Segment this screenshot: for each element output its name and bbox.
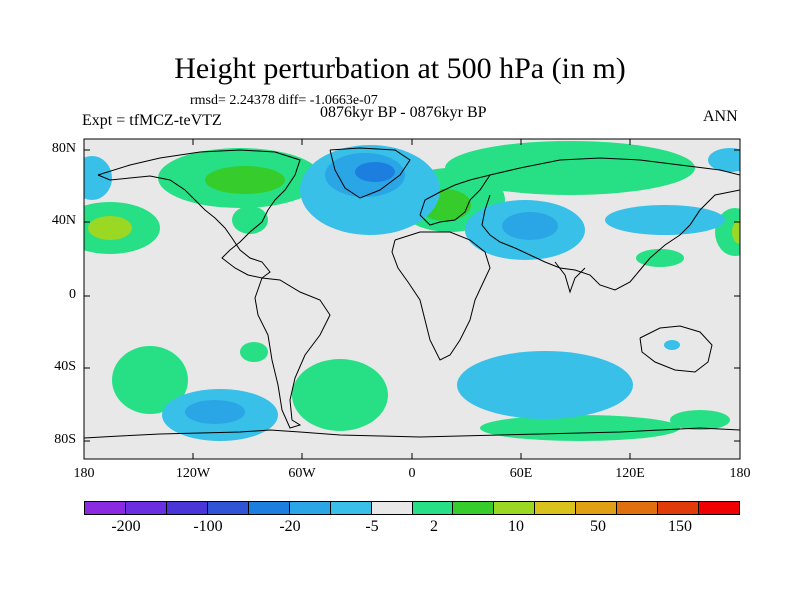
lon-label-120w: 120W xyxy=(175,466,211,481)
negative-anomaly-indian-ocean xyxy=(457,351,633,419)
positive-anomaly-na-south xyxy=(232,206,268,234)
coast-greenland xyxy=(329,147,411,199)
colorbar-segment-9 xyxy=(453,502,495,514)
coast-europe xyxy=(419,174,492,226)
coast-india xyxy=(554,261,586,294)
lon-label-60e: 60E xyxy=(509,466,533,481)
colorbar-label: 10 xyxy=(508,518,524,535)
negative-anomaly-sp-core xyxy=(185,400,245,424)
lon-label-180-west: 180 xyxy=(73,466,95,481)
colorbar-label: 2 xyxy=(430,518,438,535)
coastlines xyxy=(84,147,740,439)
coast-north-america xyxy=(97,149,301,279)
axis-ticks xyxy=(84,139,740,459)
colorbar-label: -20 xyxy=(279,518,301,535)
coast-asia xyxy=(481,157,740,291)
colorbar-segment-2 xyxy=(166,502,208,514)
lon-label-120e: 120E xyxy=(615,466,645,481)
lat-label-0: 0 xyxy=(69,287,76,302)
lat-label-40n: 40N xyxy=(51,213,76,228)
colorbar-segment-10 xyxy=(494,502,536,514)
colorbar-label: 50 xyxy=(590,518,606,535)
colorbar-segment-11 xyxy=(535,502,577,514)
colorbar-segment-0 xyxy=(85,502,126,514)
colorbar-segment-6 xyxy=(330,502,372,514)
map-title: Height perturbation at 500 hPa (in m) xyxy=(174,52,626,85)
lon-label-0: 0 xyxy=(408,466,416,481)
colorbar-label: -200 xyxy=(111,518,141,535)
lat-label-80s: 80S xyxy=(54,432,76,447)
colorbar xyxy=(84,501,740,515)
colorbar-segment-4 xyxy=(248,502,290,514)
coast-south-america xyxy=(254,277,331,429)
colorbar-label: -5 xyxy=(365,518,379,535)
colorbar-segment-12 xyxy=(576,502,618,514)
positive-anomaly-dateline-core xyxy=(88,216,132,240)
lat-label-80n: 80N xyxy=(51,141,76,156)
positive-anomaly-dateline-core-east xyxy=(732,220,740,244)
season-label: ANN xyxy=(703,108,738,125)
lat-label-40s: 40S xyxy=(54,359,76,374)
lon-label-180-east: 180 xyxy=(729,466,751,481)
stats-text: rmsd= 2.24378 diff= -1.0663e-07 xyxy=(190,93,378,108)
positive-anomaly-southern-ocean xyxy=(480,415,680,441)
colorbar-label: -100 xyxy=(193,518,223,535)
experiment-label: Expt = tfMCZ-teVTZ xyxy=(82,112,222,129)
period-label: 0876kyr BP - 0876kyr BP xyxy=(320,104,487,121)
colorbar-segment-5 xyxy=(289,502,331,514)
colorbar-segment-13 xyxy=(617,502,659,514)
colorbar-label: 150 xyxy=(668,518,692,535)
colorbar-segment-8 xyxy=(412,502,454,514)
negative-anomaly-siberia xyxy=(708,148,740,172)
negative-anomaly-dateline-north xyxy=(84,156,112,200)
colorbar-segment-15 xyxy=(699,502,739,514)
coast-antarctica xyxy=(84,427,740,439)
lon-label-60w: 60W xyxy=(288,466,316,481)
colorbar-segment-7 xyxy=(371,502,413,514)
coast-africa xyxy=(391,231,491,361)
positive-anomaly-eurasia xyxy=(445,141,695,195)
positive-anomaly-na-core xyxy=(205,166,285,194)
colorbar-segment-3 xyxy=(207,502,249,514)
negative-anomaly-australia xyxy=(664,340,680,350)
colorbar-segment-14 xyxy=(658,502,700,514)
positive-anomaly-south-pacific xyxy=(112,346,188,414)
positive-anomaly-south-pacific-small xyxy=(240,342,268,362)
positive-anomaly-southern-ocean-east xyxy=(670,410,730,430)
colorbar-segment-1 xyxy=(125,502,167,514)
coast-australia xyxy=(639,325,713,373)
negative-anomaly-greenland-max xyxy=(355,162,395,182)
negative-anomaly-east-asia xyxy=(605,205,725,235)
positive-anomaly-east-asia xyxy=(636,249,684,267)
positive-anomaly-south-atlantic xyxy=(292,359,388,431)
negative-anomaly-middle-east-core xyxy=(502,212,558,240)
